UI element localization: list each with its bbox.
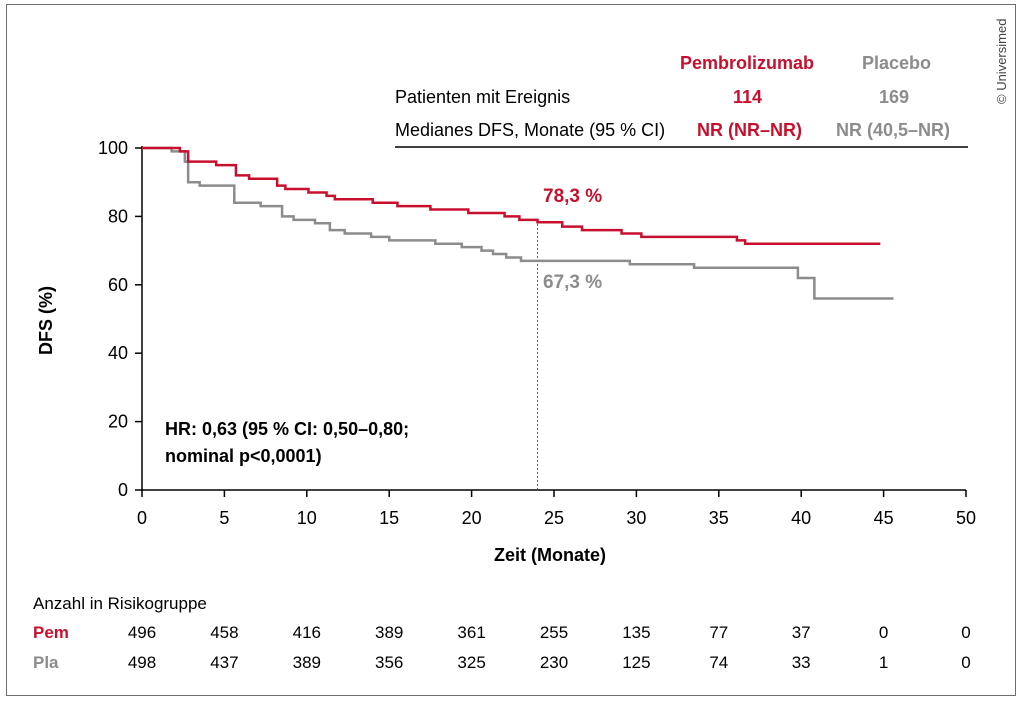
- risk-cell: 0: [936, 623, 996, 643]
- x-tick-label: 10: [297, 508, 317, 528]
- y-tick-label: 20: [108, 412, 128, 432]
- risk-cell: 37: [771, 623, 831, 643]
- x-tick-label: 35: [709, 508, 729, 528]
- x-tick-label: 0: [137, 508, 147, 528]
- risk-cell: 361: [442, 623, 502, 643]
- risk-cell: 0: [854, 623, 914, 643]
- hr-text-line1: HR: 0,63 (95 % CI: 0,50–0,80;: [165, 419, 409, 440]
- risk-cell: 496: [112, 623, 172, 643]
- risk-cell: 255: [524, 623, 584, 643]
- risk-cell: 1: [854, 653, 914, 673]
- copyright-text: © Universimed: [994, 19, 1009, 104]
- x-tick-label: 5: [219, 508, 229, 528]
- x-tick-label: 25: [544, 508, 564, 528]
- header-col-pembrolizumab: Pembrolizumab: [680, 53, 814, 74]
- x-tick-label: 30: [626, 508, 646, 528]
- row-events-pla: 169: [879, 87, 909, 108]
- hr-text-line2: nominal p<0,0001): [165, 446, 322, 467]
- risk-cell: 458: [194, 623, 254, 643]
- risk-row-pem-label: Pem: [33, 623, 69, 643]
- y-axis-title: DFS (%): [36, 286, 57, 355]
- risk-cell: 389: [359, 623, 419, 643]
- risk-cell: 437: [194, 653, 254, 673]
- risk-cell: 125: [606, 653, 666, 673]
- risk-cell: 389: [277, 653, 337, 673]
- y-tick-label: 40: [108, 343, 128, 363]
- curves: [142, 148, 893, 298]
- row-median-pem: NR (NR–NR): [697, 120, 802, 141]
- pem-24mo-label: 78,3 %: [543, 186, 602, 208]
- series-pembrolizumab-line: [142, 148, 880, 244]
- x-tick-label: 15: [379, 508, 399, 528]
- row-median-pla: NR (40,5–NR): [836, 120, 950, 141]
- risk-cell: 230: [524, 653, 584, 673]
- x-axis-title: Zeit (Monate): [494, 545, 606, 566]
- header-col-placebo: Placebo: [862, 53, 931, 74]
- risk-cell: 74: [689, 653, 749, 673]
- risk-table-title: Anzahl in Risikogruppe: [33, 594, 207, 614]
- risk-cell: 498: [112, 653, 172, 673]
- risk-cell: 0: [936, 653, 996, 673]
- y-tick-label: 0: [118, 480, 128, 500]
- x-tick-label: 45: [874, 508, 894, 528]
- pla-24mo-label: 67,3 %: [543, 272, 602, 294]
- x-tick-label: 50: [956, 508, 976, 528]
- risk-cell: 325: [442, 653, 502, 673]
- risk-cell: 416: [277, 623, 337, 643]
- series-placebo-line: [142, 148, 893, 298]
- y-tick-label: 80: [108, 206, 128, 226]
- y-tick-label: 60: [108, 275, 128, 295]
- risk-cell: 77: [689, 623, 749, 643]
- y-tick-label: 100: [98, 138, 128, 158]
- risk-cell: 356: [359, 653, 419, 673]
- risk-cell: 33: [771, 653, 831, 673]
- row-events-pem: 114: [733, 87, 762, 108]
- risk-cell: 135: [606, 623, 666, 643]
- x-tick-label: 20: [462, 508, 482, 528]
- row-events-label: Patienten mit Ereignis: [395, 87, 570, 108]
- row-median-label: Medianes DFS, Monate (95 % CI): [395, 120, 665, 141]
- risk-row-pla-label: Pla: [33, 653, 59, 673]
- axes: 0 20 40 60 80 100 0 5 10 15 20 25 30 35 40 45 50: [98, 138, 976, 528]
- x-tick-label: 40: [791, 508, 811, 528]
